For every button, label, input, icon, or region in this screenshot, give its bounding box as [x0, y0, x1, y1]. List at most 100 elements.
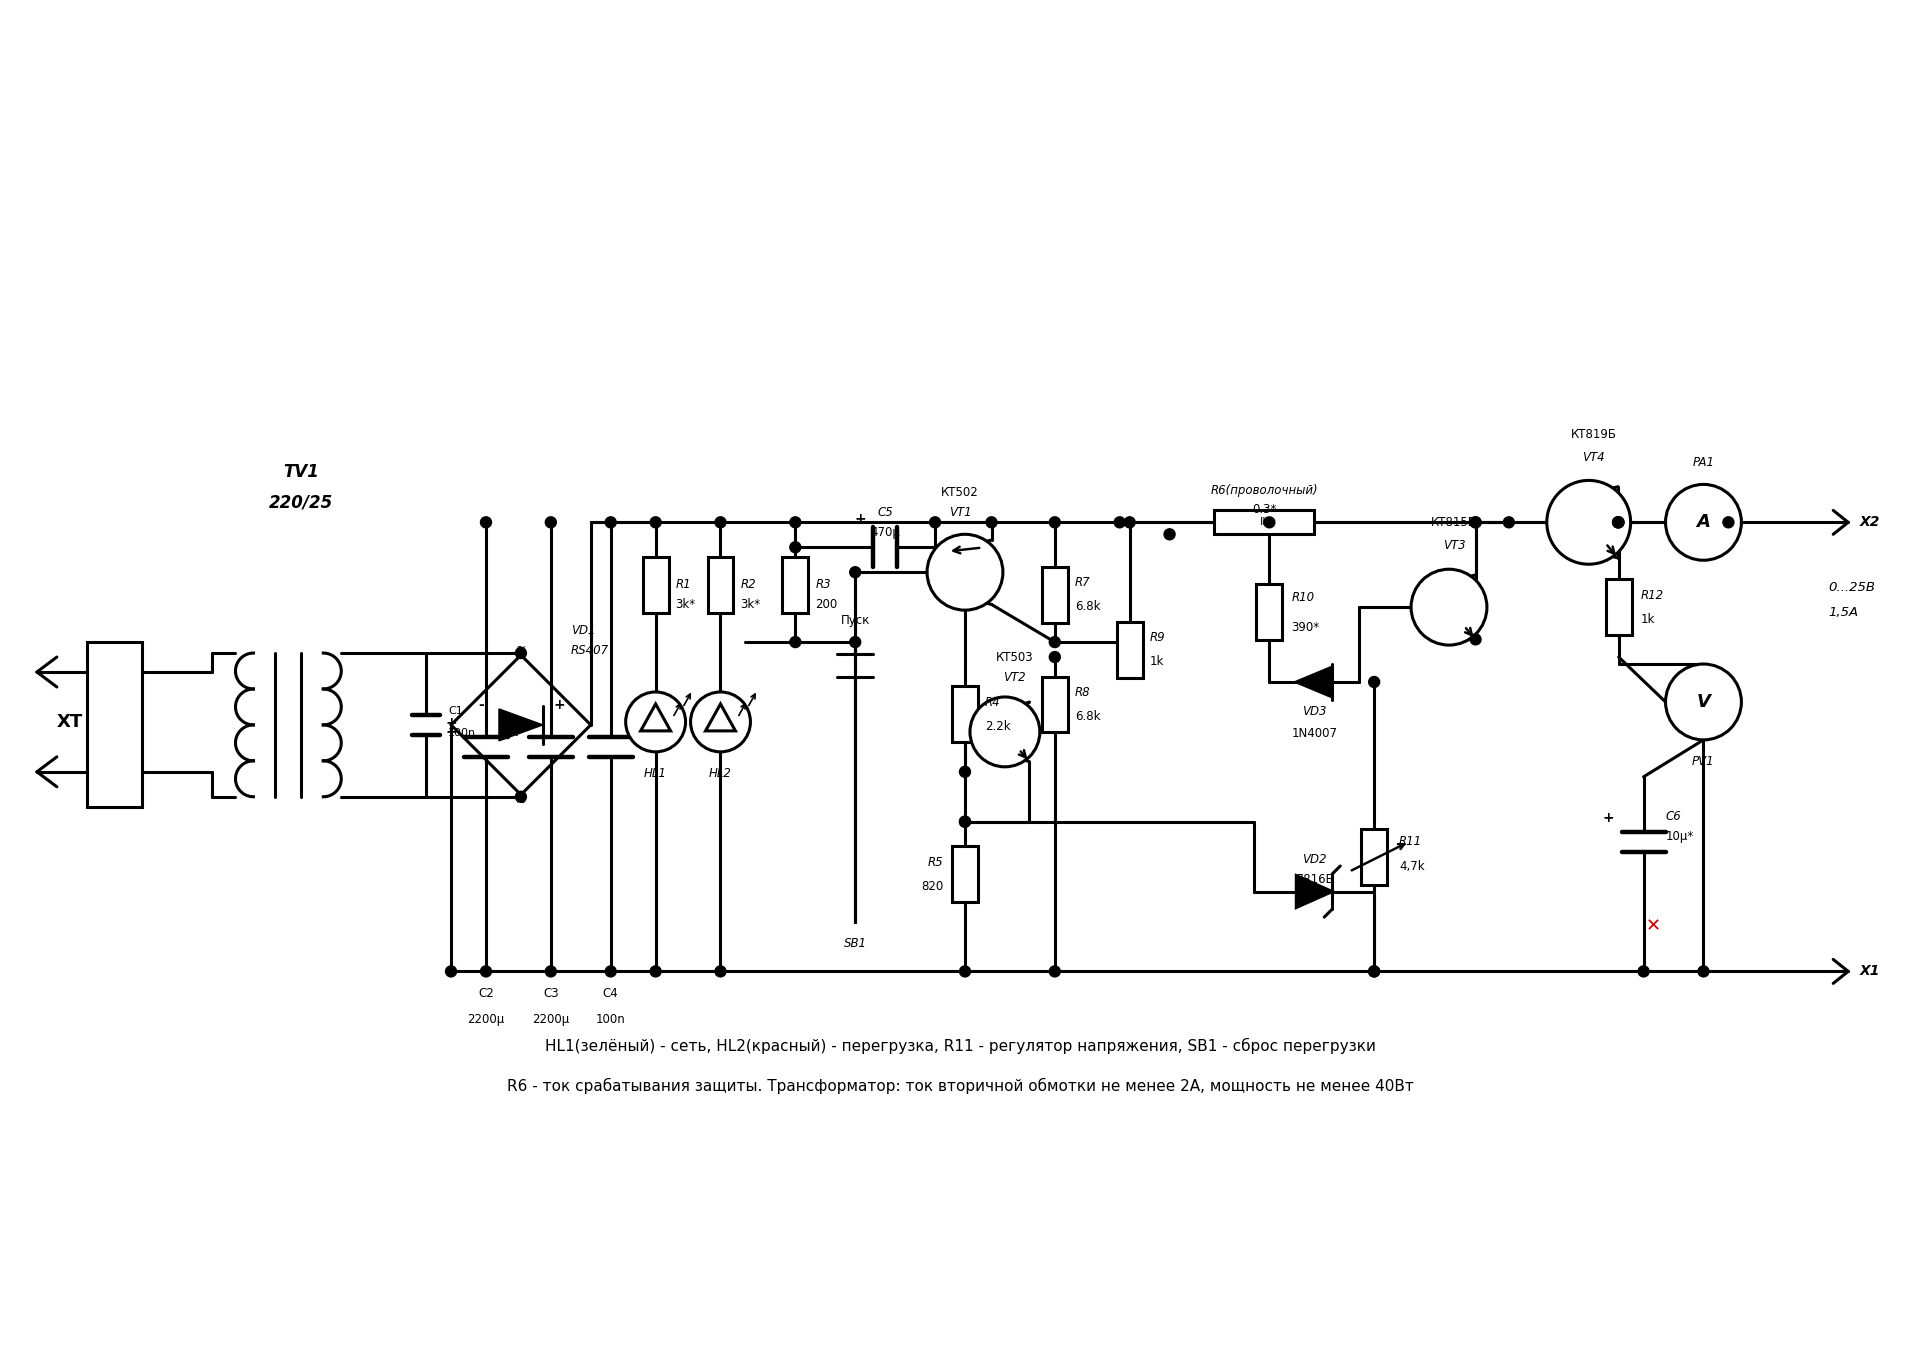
Circle shape — [1665, 664, 1741, 740]
Text: ~: ~ — [516, 641, 526, 654]
Circle shape — [851, 636, 860, 647]
Circle shape — [789, 636, 801, 647]
Bar — [952, 687, 977, 742]
Text: R9: R9 — [1150, 631, 1165, 645]
Circle shape — [480, 517, 492, 528]
Circle shape — [1548, 480, 1630, 565]
Circle shape — [515, 647, 526, 658]
Text: 2200μ: 2200μ — [532, 1012, 570, 1026]
Text: 220/25: 220/25 — [269, 494, 334, 512]
Text: TV1: TV1 — [284, 464, 319, 482]
Circle shape — [1114, 517, 1125, 528]
Circle shape — [651, 517, 660, 528]
Text: R2: R2 — [741, 578, 756, 590]
Polygon shape — [1296, 875, 1332, 908]
Circle shape — [927, 535, 1002, 611]
Text: VT2: VT2 — [1004, 670, 1025, 684]
Text: 200: 200 — [816, 597, 837, 611]
Text: 0...25В: 0...25В — [1828, 581, 1876, 593]
Text: 0.3*: 0.3* — [1252, 503, 1277, 516]
Circle shape — [1050, 517, 1060, 528]
Text: R10: R10 — [1292, 590, 1315, 604]
Text: 2.2k: 2.2k — [985, 721, 1010, 733]
Circle shape — [1638, 966, 1649, 977]
Bar — [1256, 585, 1283, 641]
Text: PV1: PV1 — [1692, 756, 1715, 768]
Text: 820: 820 — [922, 879, 943, 893]
Circle shape — [691, 692, 751, 752]
Text: Пуск: Пуск — [841, 613, 870, 627]
Circle shape — [714, 966, 726, 977]
Circle shape — [1471, 517, 1480, 528]
Bar — [1043, 677, 1068, 733]
Circle shape — [545, 966, 557, 977]
Circle shape — [960, 966, 970, 977]
Circle shape — [970, 697, 1041, 767]
Text: R3: R3 — [816, 578, 831, 590]
Text: V: V — [1697, 693, 1711, 711]
Text: HL1: HL1 — [645, 767, 666, 780]
Circle shape — [987, 517, 996, 528]
Text: КТ502: КТ502 — [941, 486, 979, 499]
Text: VD1: VD1 — [570, 624, 595, 636]
Text: X1: X1 — [1860, 965, 1880, 978]
Text: R5: R5 — [927, 856, 943, 868]
Text: 4,7k: 4,7k — [1400, 860, 1425, 873]
Circle shape — [1263, 517, 1275, 528]
Text: C2: C2 — [478, 987, 493, 1000]
Circle shape — [929, 517, 941, 528]
Text: 2200μ: 2200μ — [467, 1012, 505, 1026]
Text: X2: X2 — [1860, 516, 1880, 529]
Circle shape — [1050, 651, 1060, 662]
Text: R6 - ток срабатывания защиты. Трансформатор: ток вторичной обмотки не менее 2А, : R6 - ток срабатывания защиты. Трансформа… — [507, 1077, 1413, 1094]
Bar — [707, 556, 733, 612]
Text: C5: C5 — [877, 506, 893, 518]
Text: VT1: VT1 — [948, 506, 972, 518]
Text: SB1: SB1 — [843, 936, 866, 950]
Text: +: + — [445, 716, 457, 730]
Text: PA1: PA1 — [1692, 456, 1715, 470]
Text: +: + — [854, 513, 866, 527]
Text: +: + — [1603, 810, 1615, 825]
Text: R11: R11 — [1400, 835, 1423, 848]
Text: A: A — [1697, 513, 1711, 532]
Circle shape — [1665, 484, 1741, 560]
Circle shape — [1697, 966, 1709, 977]
Text: 1N4007: 1N4007 — [1292, 727, 1336, 741]
Circle shape — [515, 791, 526, 802]
Text: 3k*: 3k* — [676, 597, 695, 611]
Circle shape — [851, 567, 860, 578]
Text: R1: R1 — [676, 578, 691, 590]
Circle shape — [1613, 517, 1624, 528]
Bar — [781, 556, 808, 612]
Text: R8: R8 — [1075, 687, 1091, 699]
Text: C4: C4 — [603, 987, 618, 1000]
Text: C1: C1 — [447, 706, 463, 716]
Circle shape — [605, 517, 616, 528]
Circle shape — [1471, 634, 1480, 645]
Circle shape — [960, 816, 970, 828]
Text: RS407: RS407 — [570, 643, 609, 657]
Text: +: + — [511, 725, 522, 740]
Text: HL2: HL2 — [708, 767, 732, 780]
Text: Д816Б: Д816Б — [1294, 873, 1334, 886]
Text: III: III — [1260, 517, 1269, 528]
Text: HL1(зелёный) - сеть, HL2(красный) - перегрузка, R11 - регулятор напряжения, SB1 : HL1(зелёный) - сеть, HL2(красный) - пере… — [545, 1038, 1375, 1054]
Text: VD3: VD3 — [1302, 706, 1327, 718]
Text: 3k*: 3k* — [741, 597, 760, 611]
Text: R6(проволочный): R6(проволочный) — [1212, 484, 1319, 497]
Text: VT3: VT3 — [1442, 539, 1465, 552]
Text: 1k: 1k — [1640, 612, 1655, 626]
Text: ✕: ✕ — [1645, 917, 1661, 935]
Text: +: + — [511, 716, 522, 730]
Text: 10μ*: 10μ* — [1665, 830, 1693, 843]
Polygon shape — [499, 708, 543, 741]
Text: 1,5А: 1,5А — [1828, 605, 1859, 619]
Circle shape — [545, 517, 557, 528]
Text: КТ503: КТ503 — [996, 650, 1033, 664]
Bar — [643, 556, 668, 612]
Circle shape — [1471, 517, 1480, 528]
Circle shape — [789, 541, 801, 552]
Bar — [1215, 510, 1315, 535]
Circle shape — [960, 816, 970, 828]
